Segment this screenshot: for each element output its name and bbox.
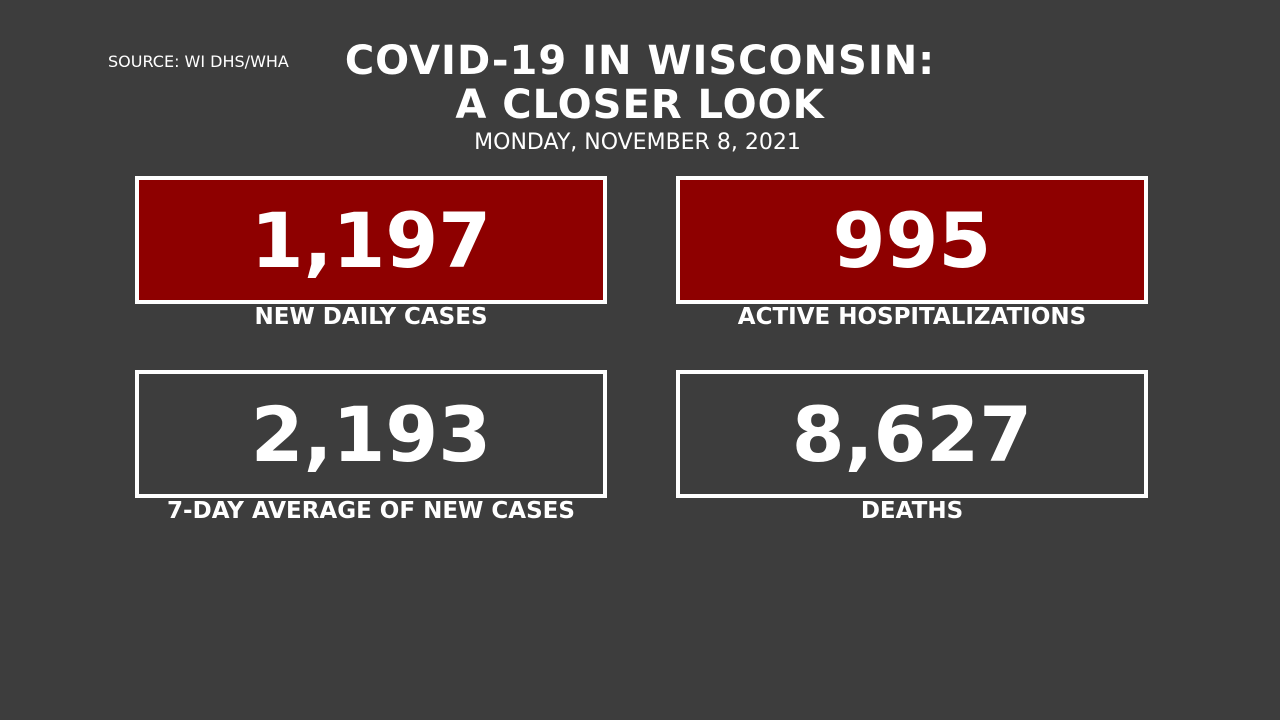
stat-label: NEW DAILY CASES	[254, 304, 488, 330]
stat-label: 7-DAY AVERAGE OF NEW CASES	[167, 498, 575, 524]
stat-value: 2,193	[135, 370, 607, 498]
title: COVID-19 IN WISCONSIN:	[344, 38, 936, 84]
source: SOURCE: WI DHS/WHA	[108, 52, 289, 71]
stat-label: ACTIVE HOSPITALIZATIONS	[737, 304, 1087, 330]
stat-value: 995	[676, 176, 1148, 304]
stat-value: 1,197	[135, 176, 607, 304]
stat-label: DEATHS	[860, 498, 964, 524]
title: A CLOSER LOOK	[455, 82, 825, 128]
date: MONDAY, NOVEMBER 8, 2021	[474, 130, 801, 155]
stat-value: 8,627	[676, 370, 1148, 498]
